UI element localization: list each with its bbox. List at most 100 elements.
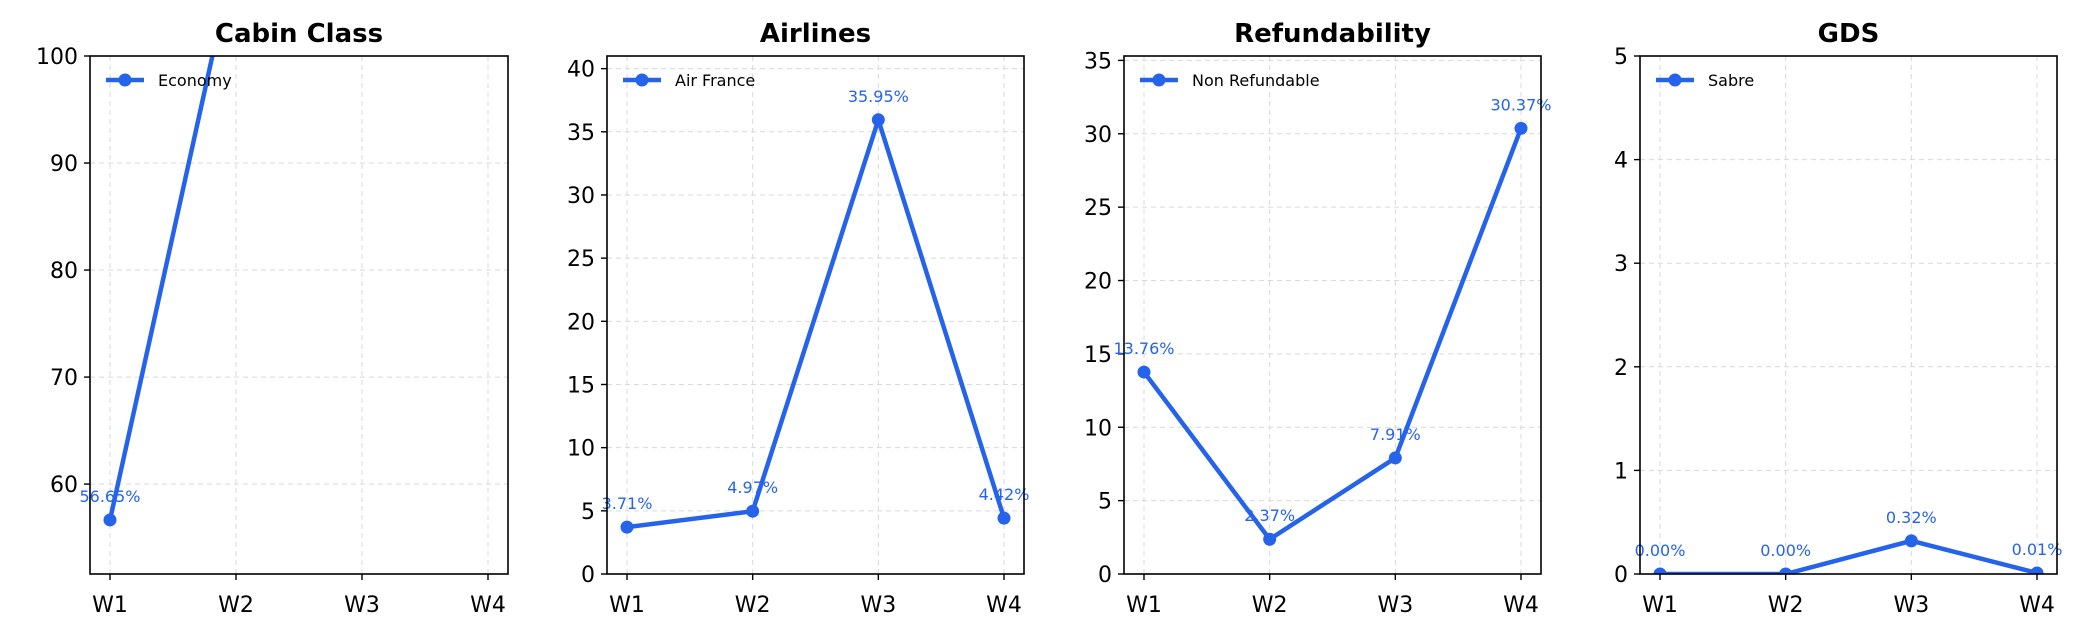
y-tick-label: 0 (1098, 563, 1112, 588)
data-label: 7.91% (1370, 425, 1421, 444)
y-tick-label: 40 (567, 58, 595, 83)
x-tick-label: W1 (92, 593, 128, 618)
y-tick-label: 4 (1614, 149, 1628, 174)
data-label: 0.00% (1760, 541, 1811, 560)
data-point (1779, 567, 1793, 574)
plot-area (103, 56, 215, 527)
plot-frame (1123, 55, 1542, 575)
plot-area (1137, 121, 1528, 546)
chart-panel-cabin-class: 60 70 80 90 100 W1 W2 W3 W4 56.65% Cabin Class Econ… (36, 19, 509, 618)
y-tick-label: 80 (50, 259, 78, 284)
y-tick-label: 90 (50, 152, 78, 177)
data-label: 3.71% (602, 494, 653, 513)
x-tick-label: W4 (1503, 593, 1539, 618)
chart-title: Airlines (760, 19, 871, 49)
data-label: 2.37% (1244, 506, 1295, 525)
y-tick-label: 60 (50, 473, 78, 498)
legend-label: Sabre (1708, 71, 1754, 90)
y-tick-label: 15 (567, 373, 595, 398)
y-tick-label: 30 (567, 184, 595, 209)
data-point (2030, 566, 2044, 574)
x-tick-label: W1 (1642, 593, 1678, 618)
y-tick-label: 10 (567, 437, 595, 462)
y-tick-label: 5 (1098, 490, 1112, 515)
legend: Economy (106, 71, 232, 90)
legend: Air France (623, 71, 755, 90)
data-point (1514, 121, 1528, 135)
series-line (626, 117, 1007, 530)
data-point (1263, 532, 1277, 546)
y-tick-label: 3 (1614, 252, 1628, 277)
y-tick-label: 100 (36, 45, 78, 70)
plot-frame (1639, 55, 2058, 575)
x-tick-label: W3 (1377, 593, 1413, 618)
data-label: 56.65% (79, 487, 140, 506)
data-point (1137, 365, 1151, 379)
x-tick-label: W3 (860, 593, 896, 618)
legend-label: Non Refundable (1192, 71, 1320, 90)
chart-title: Cabin Class (215, 19, 383, 49)
x-tick-label: W3 (344, 593, 380, 618)
data-label: 13.76% (1113, 339, 1174, 358)
y-tick-label: 15 (1084, 343, 1112, 368)
y-tick-label: 0 (1614, 563, 1628, 588)
legend-marker (1668, 73, 1682, 87)
legend: Sabre (1656, 71, 1754, 90)
series-line (1660, 538, 2038, 574)
chart-title: Refundability (1234, 19, 1431, 49)
y-tick-label: 20 (1084, 270, 1112, 295)
chart-panel-refundability: 0 5 10 15 20 25 30 35 W1 W2 W3 W4 13.76% 2.37% 7.91% 30… (1084, 19, 1552, 618)
y-tick-label: 2 (1614, 356, 1628, 381)
x-tick-label: W4 (2019, 593, 2055, 618)
data-label: 0.00% (1635, 541, 1686, 560)
y-tick-label: 25 (567, 247, 595, 272)
legend-marker (1152, 73, 1166, 87)
data-label: 4.97% (727, 478, 778, 497)
data-point (746, 504, 760, 518)
legend-marker (118, 73, 132, 87)
data-point (620, 520, 634, 534)
x-tick-label: W1 (609, 593, 645, 618)
series-line (1142, 127, 1524, 542)
data-label: 0.01% (2012, 540, 2063, 559)
x-tick-label: W2 (1252, 593, 1288, 618)
y-tick-label: 5 (581, 500, 595, 525)
x-tick-label: W1 (1126, 593, 1162, 618)
y-tick-label: 25 (1084, 196, 1112, 221)
x-tick-label: W3 (1893, 593, 1929, 618)
data-point (1653, 567, 1667, 574)
y-tick-label: 35 (567, 121, 595, 146)
y-tick-label: 35 (1084, 49, 1112, 74)
chart-panel-airlines: 0 5 10 15 20 25 30 35 40 W1 W2 W3 W4 3.71% 4.97% 35.95%… (567, 19, 1029, 618)
data-point (1388, 451, 1402, 465)
x-tick-label: W4 (470, 593, 506, 618)
plot-area (620, 113, 1011, 534)
data-label: 30.37% (1490, 95, 1551, 114)
data-label: 0.32% (1886, 508, 1937, 527)
plot-area (1653, 534, 2044, 574)
data-label: 35.95% (848, 87, 909, 106)
x-tick-label: W2 (735, 593, 771, 618)
legend-marker (635, 73, 649, 87)
y-tick-label: 10 (1084, 416, 1112, 441)
y-tick-label: 30 (1084, 123, 1112, 148)
y-tick-label: 0 (581, 563, 595, 588)
x-tick-label: W2 (218, 593, 254, 618)
legend-label: Air France (675, 71, 755, 90)
data-label: 4.42% (979, 485, 1030, 504)
chart-title: GDS (1818, 19, 1880, 49)
plot-frame (89, 55, 509, 575)
x-tick-label: W2 (1768, 593, 1804, 618)
legend-label: Economy (158, 71, 232, 90)
x-tick-label: W4 (986, 593, 1022, 618)
data-point (1904, 534, 1918, 548)
y-tick-label: 1 (1614, 459, 1628, 484)
y-tick-label: 5 (1614, 45, 1628, 70)
plot-frame (606, 55, 1025, 575)
data-point (871, 113, 885, 127)
data-point (997, 511, 1011, 525)
legend: Non Refundable (1140, 71, 1320, 90)
y-tick-label: 20 (567, 310, 595, 335)
chart-panel-gds: 0 1 2 3 4 5 W1 W2 W3 W4 0.00% 0.00% 0.32% 0.01% GDS Sab… (1614, 19, 2062, 618)
